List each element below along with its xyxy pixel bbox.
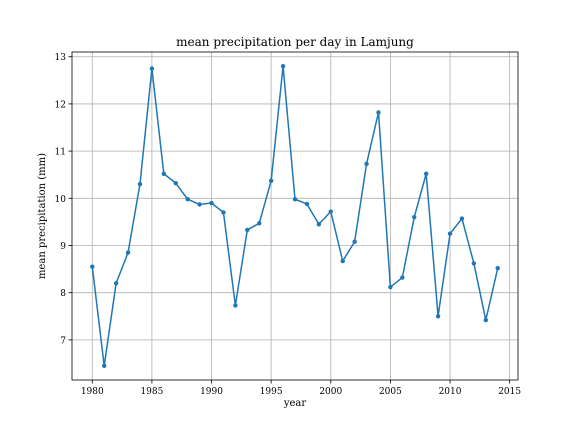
- data-point: [459, 216, 465, 221]
- x-tick-label: 2000: [319, 387, 342, 397]
- x-axis: 1980 1985 1990 1995 2000 2005 2010 2015: [81, 380, 521, 397]
- y-tick-label: 10: [55, 195, 67, 205]
- data-point: [233, 303, 238, 308]
- y-tick-label: 8: [60, 289, 66, 299]
- data-point: [388, 284, 393, 290]
- x-tick-label: 2015: [498, 387, 521, 397]
- y-tick-label: 13: [55, 53, 67, 63]
- data-point: [257, 221, 262, 226]
- data-point: [245, 227, 250, 233]
- plot-area-frame: [71, 51, 519, 381]
- data-point: [364, 161, 369, 167]
- data-point: [161, 171, 167, 176]
- data-point: [435, 314, 441, 319]
- y-tick-label: 9: [60, 242, 66, 252]
- data-point: [137, 181, 143, 187]
- data-point: [209, 200, 214, 206]
- x-tick-label: 2005: [379, 387, 402, 397]
- data-point: [316, 222, 322, 227]
- data-point: [495, 265, 500, 271]
- x-tick-label: 1980: [81, 387, 104, 397]
- data-point: [221, 210, 226, 215]
- x-tick-label: 1985: [140, 387, 163, 397]
- series-line: [91, 65, 499, 367]
- data-point: [90, 264, 95, 269]
- data-point: [113, 281, 119, 286]
- data-point: [340, 258, 345, 264]
- y-tick-label: 11: [55, 148, 66, 158]
- y-tick-label: 12: [55, 100, 66, 110]
- data-point: [101, 363, 107, 369]
- y-axis: 7 8 9 10 11 12 13: [55, 53, 72, 346]
- chart-title: mean precipitation per day in Lamjung: [176, 35, 414, 49]
- data-point: [423, 171, 429, 176]
- data-point: [173, 181, 178, 186]
- data-point: [185, 197, 190, 202]
- data-point: [412, 214, 417, 220]
- data-point: [483, 317, 489, 323]
- series-group: [90, 63, 500, 369]
- data-point: [197, 202, 202, 207]
- data-point: [304, 201, 310, 207]
- y-axis-label: mean precipitation (mm): [37, 153, 48, 279]
- data-point: [280, 63, 286, 69]
- y-tick-label: 7: [60, 336, 66, 346]
- x-tick-label: 2010: [439, 387, 462, 397]
- data-point: [471, 261, 477, 266]
- data-point: [292, 197, 298, 202]
- data-point: [149, 66, 155, 71]
- data-point: [268, 178, 274, 184]
- data-point: [376, 110, 381, 115]
- x-axis-label: year: [283, 398, 307, 409]
- x-tick-label: 1990: [200, 387, 223, 397]
- data-point: [352, 239, 357, 244]
- x-tick-label: 1995: [260, 387, 283, 397]
- grid: [72, 52, 518, 380]
- data-point: [125, 250, 131, 255]
- data-point: [447, 231, 453, 236]
- data-point: [400, 275, 405, 280]
- data-point: [328, 209, 333, 214]
